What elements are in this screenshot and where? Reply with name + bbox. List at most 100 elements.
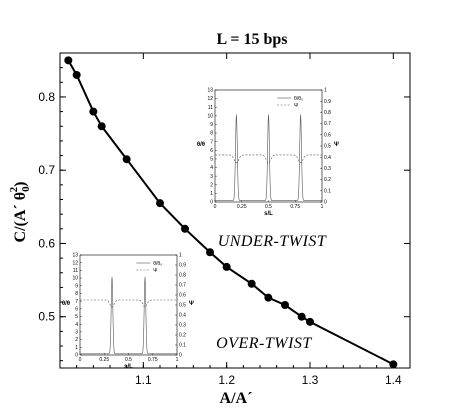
inset-x-tick-label: 0.5 (125, 357, 132, 363)
inset-y-label: θ/θ (62, 301, 70, 307)
inset-x-tick-label: 0.25 (237, 204, 247, 210)
inset-frame (79, 254, 178, 356)
inset-y-tick-label: 1 (210, 191, 213, 197)
inset-y-tick-label: 7 (75, 299, 78, 305)
inset-y-tick-label: 8 (75, 291, 78, 297)
inset-y-tick-label: 13 (207, 88, 213, 94)
inset-x-tick-label: 0.5 (265, 204, 272, 210)
y-tick-label: 0.7 (38, 163, 55, 177)
inset-y-tick-label: 2 (75, 337, 78, 343)
inset-y-tick-label: 0 (75, 353, 78, 359)
inset-y-tick-label: 6 (210, 148, 213, 154)
inset-y2-tick-label: 0.6 (324, 132, 331, 138)
chart-title: L = 15 bps (217, 31, 288, 48)
inset-y2-tick-label: 1 (324, 88, 327, 94)
inset-x-tick-label: 0 (79, 357, 82, 363)
inset-y2-tick-label: 0 (324, 200, 327, 206)
inset-x-tick-label: 1 (321, 204, 324, 210)
inset-y2-tick-label: 0.5 (324, 144, 331, 150)
inset-y-tick-label: 9 (75, 283, 78, 289)
inset-y-tick-label: 3 (210, 174, 213, 180)
inset-y-tick-label: 10 (207, 113, 213, 119)
inset-y-tick-label: 13 (72, 253, 78, 259)
inset-y-tick-label: 9 (210, 122, 213, 128)
inset-frame (214, 89, 323, 203)
data-point (222, 262, 231, 271)
y-tick-label: 0.5 (38, 310, 55, 324)
inset-y2-tick-label: 0.4 (324, 155, 331, 161)
inset-y-tick-label: 4 (75, 322, 78, 328)
inset-legend-label: θ/θ₀ (153, 261, 162, 267)
inset-y2-label: Ψ (189, 301, 194, 307)
inset-psi-curve (80, 299, 177, 308)
inset-y-tick-label: 12 (207, 96, 213, 102)
inset-y-tick-label: 12 (72, 260, 78, 266)
inset-y-tick-label: 0 (210, 200, 213, 206)
inset-y2-tick-label: 0.5 (179, 303, 186, 309)
inset-y2-tick-label: 0.3 (179, 323, 186, 329)
inset-y2-tick-label: 0.8 (179, 273, 186, 279)
inset-y-tick-label: 1 (75, 345, 78, 351)
inset-y2-tick-label: 0 (179, 353, 182, 359)
y-tick-label: 0.8 (38, 90, 55, 104)
inset-y-label: θ/θ (197, 142, 205, 148)
inset-y2-tick-label: 0.7 (179, 283, 186, 289)
y-axis-label: C/(A´ θ02) (8, 182, 32, 243)
inset-y2-tick-label: 0.6 (179, 293, 186, 299)
x-tick-label: 1.3 (302, 373, 319, 387)
inset-y-tick-label: 5 (210, 157, 213, 163)
data-point (247, 279, 256, 288)
inset-over-twist: 01234567891011121300.10.20.30.40.50.60.7… (62, 253, 194, 370)
data-point (181, 224, 189, 233)
inset-y2-tick-label: 1 (179, 253, 182, 259)
data-point (281, 301, 289, 309)
plot-frame (59, 52, 411, 369)
inset-x-tick-label: 0 (214, 204, 217, 210)
inset-y2-tick-label: 0.8 (324, 110, 331, 116)
inset-y-tick-label: 7 (210, 139, 213, 145)
inset-y2-tick-label: 0.9 (179, 263, 186, 269)
inset-theta-curve (80, 276, 177, 355)
y-tick-label: 0.6 (38, 236, 55, 250)
inset-y-tick-label: 11 (73, 268, 78, 274)
data-point (306, 317, 314, 326)
inset-y2-tick-label: 0.7 (324, 121, 331, 127)
annotation-over-twist: OVER-TWIST (216, 335, 312, 352)
inset-under-twist: 01234567891011121300.10.20.30.40.50.60.7… (197, 88, 339, 217)
y-axis-label-sup: 2 (8, 186, 20, 192)
inset-x-tick-label: 1 (176, 357, 179, 363)
inset-x-tick-label: 0.25 (99, 357, 109, 363)
inset-y2-tick-label: 0.4 (179, 313, 186, 319)
inset-y-tick-label: 11 (208, 105, 213, 111)
inset-y-tick-label: 3 (75, 330, 78, 336)
inset-y2-label: Ψ (334, 142, 339, 148)
inset-y-tick-label: 8 (210, 131, 213, 137)
y-axis-label-sub: 0 (20, 186, 32, 192)
data-point (89, 107, 98, 116)
annotation-under-twist: UNDER-TWIST (218, 233, 327, 250)
inset-legend-label: θ/θ₀ (294, 96, 303, 102)
inset-y-tick-label: 4 (210, 165, 213, 171)
inset-y-tick-label: 10 (72, 276, 78, 282)
insets: 01234567891011121300.10.20.30.40.50.60.7… (62, 88, 339, 370)
inset-y2-tick-label: 0.2 (179, 333, 186, 339)
inset-psi-curve (215, 154, 322, 164)
y-axis-label-main: C/(A´ θ (12, 192, 29, 243)
inset-legend-label: Ψ (294, 103, 298, 109)
data-point (122, 155, 131, 164)
inset-y2-tick-label: 0.9 (324, 99, 331, 105)
inset-y-tick-label: 6 (75, 306, 78, 312)
inset-legend-label: Ψ (153, 268, 157, 274)
data-point (389, 360, 398, 369)
x-axis-label: A/A´ (220, 390, 253, 407)
inset-y2-tick-label: 0.1 (179, 343, 186, 349)
y-axis-label-close: ) (12, 182, 29, 187)
data-point (72, 70, 81, 79)
data-point (97, 122, 106, 131)
data-point (264, 293, 273, 302)
inset-y2-tick-label: 0.2 (324, 177, 331, 183)
inset-y-tick-label: 2 (210, 182, 213, 188)
inset-y2-tick-label: 0.3 (324, 166, 331, 172)
data-point (297, 312, 306, 321)
inset-x-label: s/L (264, 211, 273, 217)
